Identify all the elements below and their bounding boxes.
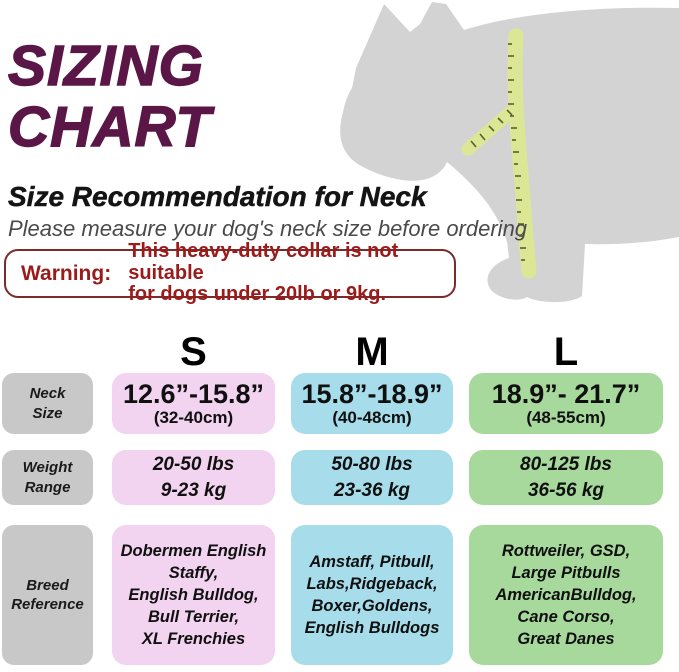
column-header-l: L xyxy=(553,329,579,374)
page-title: SIZING CHART xyxy=(7,34,212,159)
warning-message: This heavy-duty collar is not suitable f… xyxy=(128,240,399,306)
warning-label: Warning: xyxy=(21,261,112,285)
neck-size-l-inches: 18.9”- 21.7” xyxy=(491,378,641,409)
column-header-s: S xyxy=(180,329,207,374)
row-label-weight-range: Weight Range xyxy=(2,450,93,505)
cell-neck-size-m: 15.8”-18.9” (40-48cm) xyxy=(291,373,453,434)
measuring-tape-vertical xyxy=(507,28,537,279)
neck-size-m-inches: 15.8”-18.9” xyxy=(301,378,443,409)
neck-size-l-cm: (48-55cm) xyxy=(526,407,606,427)
cell-breed-reference-s: Dobermen English Staffy, English Bulldog… xyxy=(112,525,275,665)
cell-weight-range-l: 80-125 lbs 36-56 kg xyxy=(469,450,663,505)
page-title-line2: CHART xyxy=(7,95,212,159)
row-label-neck-size: Neck Size xyxy=(2,373,93,434)
cell-weight-range-s: 20-50 lbs 9-23 kg xyxy=(112,450,275,505)
neck-size-s-inches: 12.6”-15.8” xyxy=(122,378,265,409)
warning-box: Warning: This heavy-duty collar is not s… xyxy=(4,241,456,305)
page-title-line1: SIZING xyxy=(7,34,205,98)
cell-neck-size-s: 12.6”-15.8” (32-40cm) xyxy=(112,373,275,434)
column-header-m: M xyxy=(355,329,389,374)
neck-size-m-cm: (40-48cm) xyxy=(332,407,412,427)
subtitle: Size Recommendation for Neck xyxy=(8,181,427,213)
cell-neck-size-l: 18.9”- 21.7” (48-55cm) xyxy=(469,373,663,434)
dog-silhouette-image xyxy=(340,2,679,303)
cell-weight-range-m: 50-80 lbs 23-36 kg xyxy=(291,450,453,505)
measure-note: Please measure your dog's neck size befo… xyxy=(8,216,528,241)
neck-size-s-cm: (32-40cm) xyxy=(153,407,234,427)
tape-tick-marks xyxy=(470,43,526,261)
dog-body-shape xyxy=(340,2,679,303)
cell-breed-reference-l: Rottweiler, GSD, Large Pitbulls American… xyxy=(469,525,663,665)
row-label-breed-reference: Breed Reference xyxy=(2,525,93,665)
cell-breed-reference-m: Amstaff, Pitbull, Labs,Ridgeback, Boxer,… xyxy=(291,525,453,665)
